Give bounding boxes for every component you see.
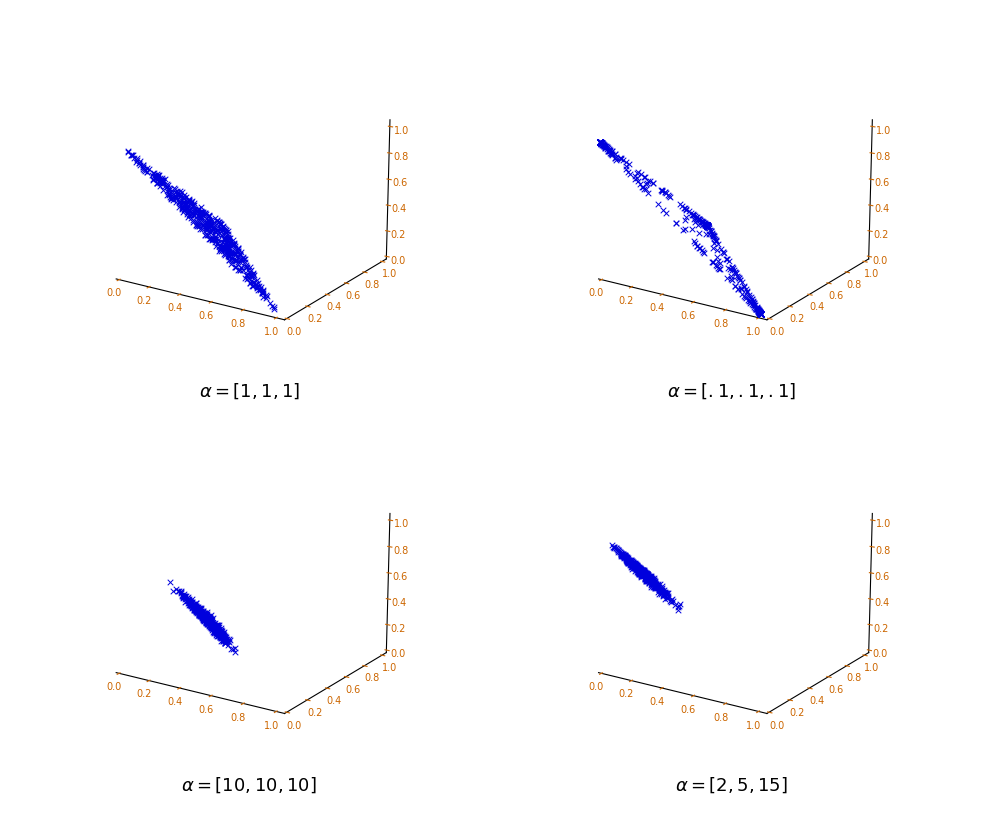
Text: $\alpha = [2, 5, 15]$: $\alpha = [2, 5, 15]$ (675, 776, 788, 794)
Text: $\alpha = [.1, .1, .1]$: $\alpha = [.1, .1, .1]$ (667, 382, 797, 401)
Text: $\alpha = [1, 1, 1]$: $\alpha = [1, 1, 1]$ (199, 382, 300, 401)
Text: $\alpha = [10, 10, 10]$: $\alpha = [10, 10, 10]$ (181, 776, 317, 794)
